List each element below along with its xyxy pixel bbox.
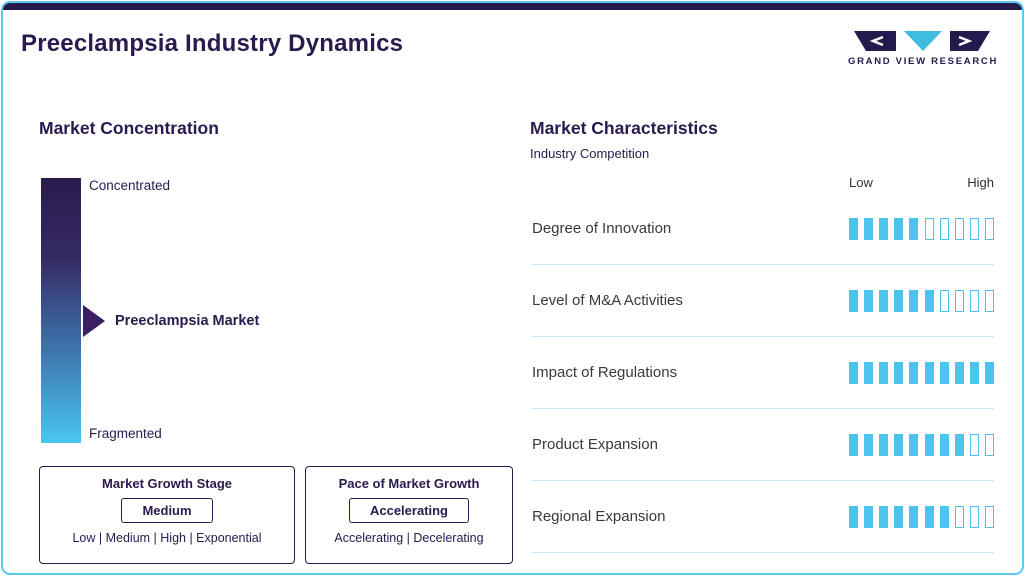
rating-segment-empty (939, 289, 949, 312)
rating-segment-filled (879, 433, 889, 456)
rating-segment-filled (894, 217, 904, 240)
rating-segment-empty (954, 505, 964, 528)
rating-segment-filled (909, 217, 919, 240)
characteristic-row: Level of M&A Activities (532, 265, 994, 337)
rating-segment-empty (984, 217, 994, 240)
market-position-marker-icon (83, 305, 105, 337)
pace-of-growth-value: Accelerating (348, 498, 470, 523)
rating-meter (849, 433, 994, 456)
market-growth-stage-title: Market Growth Stage (101, 476, 233, 491)
market-characteristics-heading: Market Characteristics (530, 118, 718, 138)
rating-segment-filled (849, 217, 858, 240)
rating-segment-filled (924, 433, 934, 456)
rating-segment-empty (984, 433, 994, 456)
rating-segment-filled (939, 505, 949, 528)
rating-segment-filled (879, 505, 889, 528)
rating-segment-filled (939, 433, 949, 456)
rating-segment-filled (864, 289, 874, 312)
characteristic-row: Impact of Regulations (532, 337, 994, 409)
industry-competition-subtitle: Industry Competition (530, 146, 650, 161)
characteristic-row: Product Expansion (532, 409, 994, 481)
scale-high-label: High (967, 174, 994, 190)
market-growth-stage-value: Medium (121, 498, 213, 523)
rating-segment-filled (864, 505, 874, 528)
characteristic-label: Level of M&A Activities (532, 292, 683, 309)
concentration-scale-bottom-label: Fragmented (89, 426, 162, 441)
characteristics-rows: Degree of Innovation Level of M&A Activit… (532, 193, 994, 553)
rating-segment-empty (969, 289, 979, 312)
rating-segment-filled (894, 505, 904, 528)
rating-segment-empty (924, 217, 934, 240)
market-growth-stage-box: Market Growth Stage Medium Low | Medium … (39, 466, 295, 564)
rating-segment-filled (909, 505, 919, 528)
pace-of-growth-title: Pace of Market Growth (338, 476, 480, 491)
market-growth-stage-options: Low | Medium | High | Exponential (72, 531, 262, 545)
characteristic-label: Degree of Innovation (532, 220, 672, 237)
gvr-logo-mark (854, 31, 990, 51)
gvr-logo: GRAND VIEW RESEARCH (848, 29, 996, 67)
rating-segment-filled (864, 433, 874, 456)
rating-segment-filled (909, 361, 919, 384)
concentration-scale-top-label: Concentrated (89, 178, 171, 193)
rating-segment-filled (969, 361, 979, 384)
rating-segment-filled (924, 505, 934, 528)
rating-segment-filled (924, 361, 934, 384)
rating-segment-filled (879, 289, 889, 312)
rating-segment-filled (909, 289, 919, 312)
rating-segment-filled (849, 289, 858, 312)
top-accent-bar (3, 3, 1022, 10)
rating-segment-empty (939, 217, 949, 240)
characteristic-label: Impact of Regulations (532, 364, 678, 381)
rating-segment-filled (954, 361, 964, 384)
rating-meter (849, 289, 994, 312)
concentration-gradient-bar (41, 178, 81, 443)
rating-segment-filled (939, 361, 949, 384)
rating-segment-empty (954, 217, 964, 240)
rating-segment-filled (849, 505, 858, 528)
pace-of-growth-box: Pace of Market Growth Accelerating Accel… (305, 466, 513, 564)
rating-segment-filled (894, 433, 904, 456)
rating-segment-filled (894, 289, 904, 312)
characteristic-label: Product Expansion (532, 436, 658, 453)
rating-segment-empty (984, 289, 994, 312)
rating-segment-filled (894, 361, 904, 384)
rating-segment-empty (984, 505, 994, 528)
rating-segment-filled (924, 289, 934, 312)
rating-segment-empty (954, 289, 964, 312)
rating-segment-filled (849, 361, 858, 384)
pace-of-growth-options: Accelerating | Decelerating (334, 531, 484, 545)
characteristic-label: Regional Expansion (532, 508, 666, 525)
market-concentration-heading: Market Concentration (39, 118, 219, 138)
characteristics-table: Low High Degree of Innovation Level of M&… (532, 171, 994, 553)
gvr-logo-text: GRAND VIEW RESEARCH (848, 56, 999, 67)
rating-segment-filled (864, 361, 874, 384)
page-title: Preeclampsia Industry Dynamics (21, 30, 404, 57)
characteristic-row: Regional Expansion (532, 481, 994, 553)
rating-segment-empty (969, 217, 979, 240)
rating-segment-filled (879, 361, 889, 384)
rating-segment-filled (879, 217, 889, 240)
rating-segment-filled (864, 217, 874, 240)
rating-segment-filled (954, 433, 964, 456)
rating-segment-filled (849, 433, 858, 456)
rating-meter (849, 217, 994, 240)
rating-segment-empty (969, 505, 979, 528)
scale-low-label: Low (849, 174, 873, 190)
rating-meter (849, 361, 994, 384)
rating-segment-filled (909, 433, 919, 456)
characteristic-row: Degree of Innovation (532, 193, 994, 265)
rating-meter (849, 505, 994, 528)
rating-segment-empty (969, 433, 979, 456)
rating-segment-filled (984, 361, 994, 384)
market-position-label: Preeclampsia Market (115, 313, 260, 329)
rating-scale-header: Low High (532, 171, 994, 193)
